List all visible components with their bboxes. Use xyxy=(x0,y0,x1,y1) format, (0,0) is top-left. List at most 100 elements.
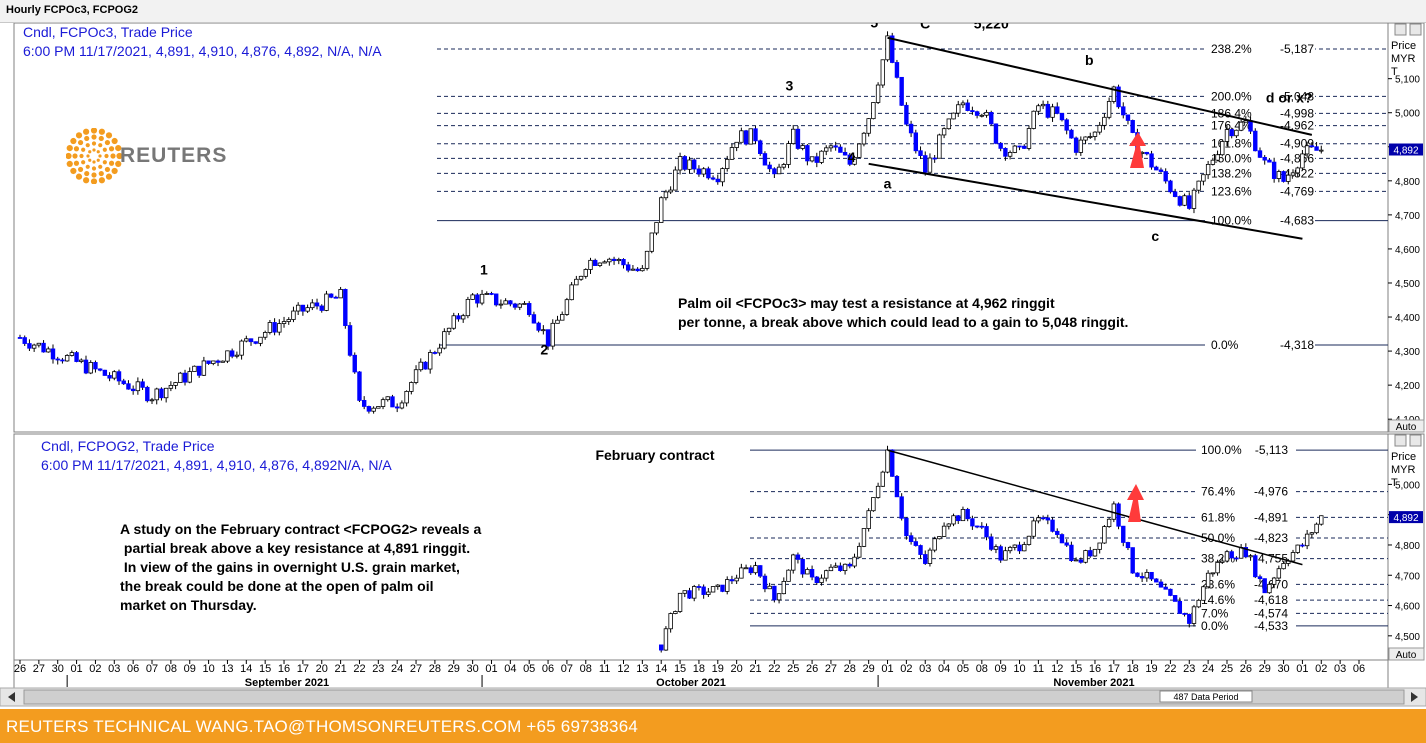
time-tick-label: 29 xyxy=(1259,663,1271,675)
time-tick-label: 18 xyxy=(1127,663,1139,675)
candle-down xyxy=(1073,137,1079,153)
logo-dot xyxy=(85,143,90,148)
time-tick-label: 03 xyxy=(108,663,120,675)
time-tick-label: 28 xyxy=(429,663,441,675)
candle-down xyxy=(748,567,753,574)
candle-down xyxy=(1088,550,1093,557)
candle-up xyxy=(791,128,796,144)
candle-down xyxy=(1271,161,1277,179)
time-tick-label: 04 xyxy=(938,663,950,675)
logo-dot xyxy=(98,164,103,169)
candle-up xyxy=(399,402,405,409)
candle-up xyxy=(225,350,230,362)
candle-down xyxy=(974,111,980,116)
candle-up xyxy=(1036,517,1041,522)
candle-up xyxy=(470,294,475,300)
candle-down xyxy=(918,545,923,555)
scrollbar-thumb[interactable] xyxy=(23,689,1405,705)
candle-up xyxy=(720,168,725,183)
top-series-header: Cndl, FCPOc3, Trade Price xyxy=(23,24,193,40)
candle-up xyxy=(616,259,621,262)
candle-down xyxy=(83,359,89,374)
candle-down xyxy=(682,156,687,170)
scroll-right-icon[interactable] xyxy=(1411,692,1418,702)
candle-up xyxy=(677,592,683,612)
fib-level-percent: 50.0% xyxy=(1201,531,1235,545)
candle-down xyxy=(998,546,1003,561)
candle-up xyxy=(852,156,857,165)
candle-up xyxy=(1031,110,1036,129)
candle-down xyxy=(121,380,126,385)
candle-up xyxy=(578,275,584,280)
candle-up xyxy=(1191,606,1197,624)
candle-up xyxy=(291,310,296,320)
candle-up xyxy=(809,156,815,162)
candle-up xyxy=(522,303,527,305)
candle-up xyxy=(767,585,772,590)
time-tick-label: 30 xyxy=(1277,663,1289,675)
maximize-icon xyxy=(1394,434,1407,447)
candle-up xyxy=(418,361,423,371)
logo-dot xyxy=(96,150,100,154)
candle-up xyxy=(937,536,942,540)
up-arrow-icon xyxy=(1127,484,1144,522)
candle-up xyxy=(927,549,933,564)
candle-up xyxy=(1210,159,1216,165)
candle-down xyxy=(300,304,306,312)
fib-label-bg xyxy=(1205,136,1315,150)
fib-label-bg xyxy=(1196,618,1296,632)
candle-down xyxy=(984,526,989,538)
logo-dot xyxy=(81,147,86,152)
logo-dot xyxy=(115,160,122,167)
candle-up xyxy=(941,525,947,537)
candle-down xyxy=(701,586,706,595)
fib-label-bg xyxy=(1196,531,1296,545)
fib-level-percent: 76.4% xyxy=(1201,485,1235,499)
candle-down xyxy=(1300,544,1305,547)
fib-level-value: -4,769 xyxy=(1280,184,1314,198)
candle-down xyxy=(729,579,735,582)
candle-up xyxy=(258,336,263,344)
candle-up xyxy=(1196,599,1201,608)
candle-up xyxy=(871,497,876,512)
up-arrow-icon xyxy=(1129,132,1146,168)
candle-down xyxy=(55,358,60,361)
price-axis-label: T xyxy=(1391,477,1398,489)
footer-bar: REUTERS TECHNICAL WANG.TAO@THOMSONREUTER… xyxy=(0,709,1426,743)
candle-up xyxy=(465,298,471,317)
candle-down xyxy=(1017,544,1022,552)
candle-up xyxy=(951,515,956,525)
candle-up xyxy=(267,322,273,333)
candle-up xyxy=(239,340,244,356)
window-titlebar[interactable]: Hourly FCPOc3, FCPOG2 xyxy=(0,0,1426,23)
candle-up xyxy=(88,362,93,374)
price-tick-label: 4,200 xyxy=(1395,381,1420,392)
candle-up xyxy=(649,232,654,252)
candle-down xyxy=(1059,112,1065,121)
candle-down xyxy=(720,584,725,592)
candle-down xyxy=(1257,150,1263,158)
candle-up xyxy=(498,303,504,306)
time-tick-label: 20 xyxy=(316,663,328,675)
time-tick-label: 02 xyxy=(900,663,912,675)
fib-label-bg xyxy=(1205,184,1315,198)
price-tick-label: 5,000 xyxy=(1395,109,1420,120)
logo-dot xyxy=(104,139,111,146)
time-tick-label: 15 xyxy=(674,663,686,675)
candle-up xyxy=(597,262,603,266)
time-tick-label: 21 xyxy=(749,663,761,675)
candle-up xyxy=(310,302,315,309)
logo-dot xyxy=(84,170,90,177)
candle-down xyxy=(50,348,56,360)
candle-up xyxy=(1022,544,1027,552)
candle-up xyxy=(1106,518,1112,527)
candle-down xyxy=(1055,530,1060,535)
candle-down xyxy=(1130,547,1135,574)
candle-down xyxy=(1314,146,1319,151)
wave-label: a xyxy=(884,175,892,191)
candle-up xyxy=(932,538,937,551)
scroll-left-icon[interactable] xyxy=(8,692,15,702)
time-tick-label: 29 xyxy=(448,663,460,675)
data-period-box xyxy=(1159,690,1253,703)
candle-up xyxy=(668,189,673,193)
